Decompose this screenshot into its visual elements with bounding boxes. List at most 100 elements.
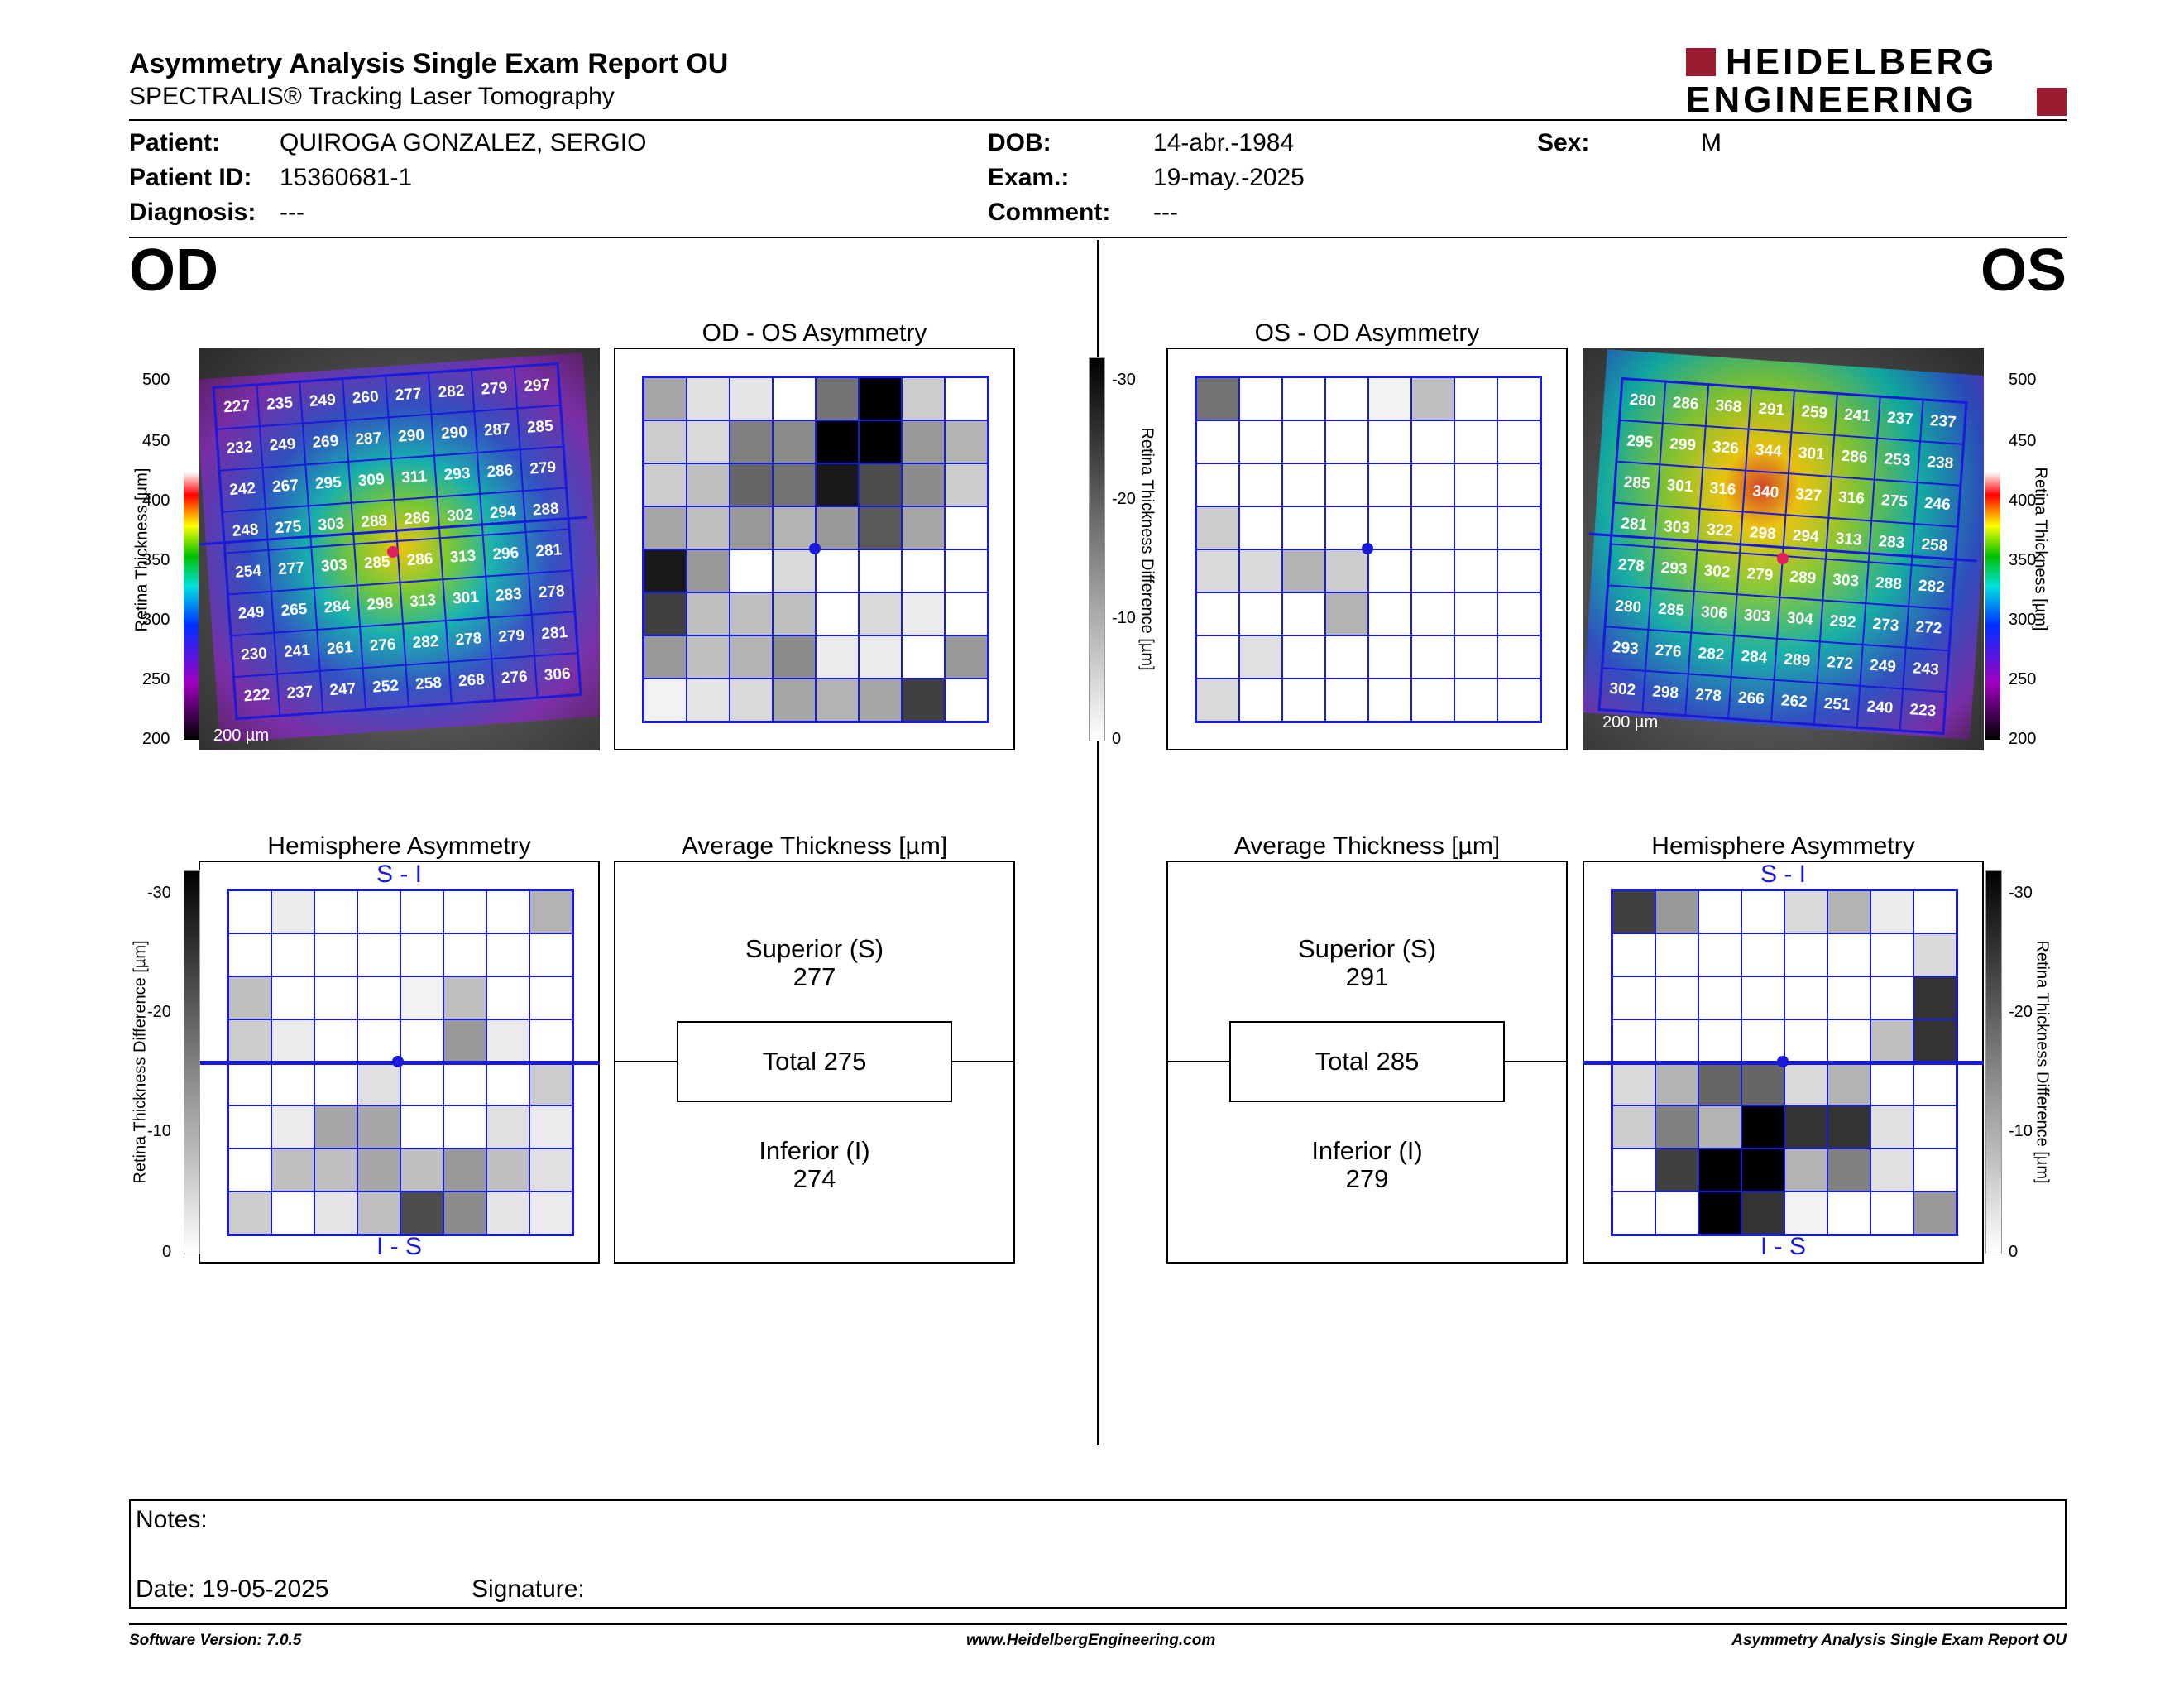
od-thk-tick-350: 350 <box>142 551 170 569</box>
notes-box[interactable] <box>129 1499 2067 1609</box>
os-thickness-cell: 327 <box>1785 473 1832 518</box>
os-thickness-cell: 303 <box>1654 506 1700 550</box>
od-thickness-cell: 276 <box>491 655 538 701</box>
od-asym-cell <box>944 549 989 593</box>
os-asym-cell <box>1410 592 1455 636</box>
os-fundus-image: 200 µm <box>1583 348 1984 750</box>
od-hemi-cell <box>314 1105 358 1149</box>
od-eye-label: OD <box>129 237 218 304</box>
os-thickness-cell: 238 <box>1917 441 1964 486</box>
os-asym-cell <box>1497 549 1542 593</box>
os-hemi-cell <box>1913 1062 1958 1106</box>
comment-value: --- <box>1153 199 1178 226</box>
od-asym-cell <box>944 376 989 421</box>
od-hemi-cell <box>400 933 444 977</box>
od-thickness-cell: 278 <box>529 570 575 615</box>
od-asym-cell <box>729 549 774 593</box>
os-hemi-cell <box>1827 976 1871 1020</box>
os-hemi-axis-label: Retina Thickness Difference [µm] <box>2033 940 2052 1184</box>
os-asym-cell <box>1324 635 1369 679</box>
os-thickness-cell: 286 <box>1831 434 1878 480</box>
od-hemi-cell <box>443 889 487 934</box>
os-asym-cell <box>1281 376 1326 421</box>
od-asym-cell <box>772 635 817 679</box>
os-asym-cell <box>1238 635 1283 679</box>
od-hemi-cell <box>486 933 530 977</box>
os-asym-cell <box>1367 549 1412 593</box>
os-asym-cell <box>1497 635 1542 679</box>
od-hemi-cell <box>357 1062 401 1106</box>
os-asym-cell <box>1454 635 1498 679</box>
od-thickness-cell: 298 <box>357 582 403 627</box>
os-asym-cell <box>1410 376 1455 421</box>
diff-axis-label-top: Retina Thickness Difference [µm] <box>1138 427 1157 671</box>
od-thickness-cell: 222 <box>233 674 280 719</box>
od-asym-cell <box>944 635 989 679</box>
signature-label: Signature: <box>472 1575 585 1603</box>
od-asym-cell <box>815 376 860 421</box>
os-thickness-cell: 368 <box>1705 384 1752 429</box>
od-hemi-cell <box>486 889 530 934</box>
os-asym-cell <box>1195 506 1240 550</box>
od-thickness-cell: 235 <box>256 381 303 427</box>
od-hemi-cell <box>357 1148 401 1192</box>
od-total-value: Total 275 <box>762 1047 867 1076</box>
os-asym-cell <box>1238 420 1283 464</box>
os-hemi-cell <box>1741 1019 1785 1063</box>
od-asym-cell <box>686 592 730 636</box>
os-inferior-value: 279 <box>1345 1164 1389 1193</box>
os-hemi-tick-0: 0 <box>2009 1243 2019 1261</box>
os-asym-cell <box>1281 506 1326 550</box>
od-asymmetry-title: OD - OS Asymmetry <box>702 319 927 347</box>
date-label: Date: 19-05-2025 <box>136 1575 329 1603</box>
od-hemi-tick-20: -20 <box>147 1003 171 1021</box>
od-thickness-cell: 267 <box>262 464 309 510</box>
od-hemi-cell <box>314 1062 358 1106</box>
od-hemi-cell <box>400 1191 444 1236</box>
diff-tick-top-10: -10 <box>1112 609 1136 627</box>
os-hemi-cell <box>1655 1148 1699 1192</box>
od-hemi-cell <box>227 1191 272 1236</box>
heidelberg-logo: HEIDELBERG ENGINEERING <box>1686 41 2067 120</box>
od-total-box <box>677 1021 952 1102</box>
od-hemi-cell <box>357 1105 401 1149</box>
od-thickness-colorbar <box>184 357 199 740</box>
os-thickness-cell: 280 <box>1605 585 1651 630</box>
os-asym-cell <box>1454 678 1498 723</box>
od-asym-cell <box>901 592 946 636</box>
os-asym-cell <box>1497 592 1542 636</box>
os-hemi-cell <box>1741 1062 1785 1106</box>
software-version: Software Version: 7.0.5 <box>129 1632 302 1649</box>
od-asym-cell <box>772 549 817 593</box>
od-asym-cell <box>901 420 946 464</box>
os-thickness-cell: 249 <box>1860 645 1906 689</box>
logo-line-2: ENGINEERING <box>1686 79 1978 120</box>
os-total-value: Total 285 <box>1315 1047 1420 1076</box>
os-hemi-cell <box>1913 1148 1958 1192</box>
os-hemi-cell <box>1913 1191 1958 1236</box>
sex-value: M <box>1701 129 1722 156</box>
os-thickness-cell: 288 <box>1866 562 1912 607</box>
diagnosis-value: --- <box>280 199 304 226</box>
os-superior-label: Superior (S) <box>1297 934 1437 963</box>
os-asym-cell <box>1195 592 1240 636</box>
os-hemi-cell <box>1827 1019 1871 1063</box>
os-hemi-tick-20: -20 <box>2009 1003 2033 1021</box>
os-thickness-cell: 292 <box>1819 600 1866 645</box>
os-hemi-cell <box>1870 1191 1914 1236</box>
os-thickness-cell: 340 <box>1742 470 1789 516</box>
patient-id: 15360681-1 <box>280 164 413 191</box>
os-hemi-cell <box>1611 1062 1656 1106</box>
od-asym-cell <box>858 376 903 421</box>
os-hemi-cell <box>1784 1105 1828 1149</box>
od-asym-cell <box>858 635 903 679</box>
od-asym-cell <box>729 635 774 679</box>
od-thickness-cell: 279 <box>488 614 535 659</box>
os-thickness-cell: 344 <box>1746 429 1792 474</box>
os-asymmetry-title: OS - OD Asymmetry <box>1254 319 1480 347</box>
od-inferior-value: 274 <box>793 1164 836 1193</box>
od-asym-cell <box>642 506 687 550</box>
od-hemi-cell <box>443 1062 487 1106</box>
od-hemi-cell <box>271 1062 315 1106</box>
od-thickness-cell: 278 <box>445 617 492 663</box>
